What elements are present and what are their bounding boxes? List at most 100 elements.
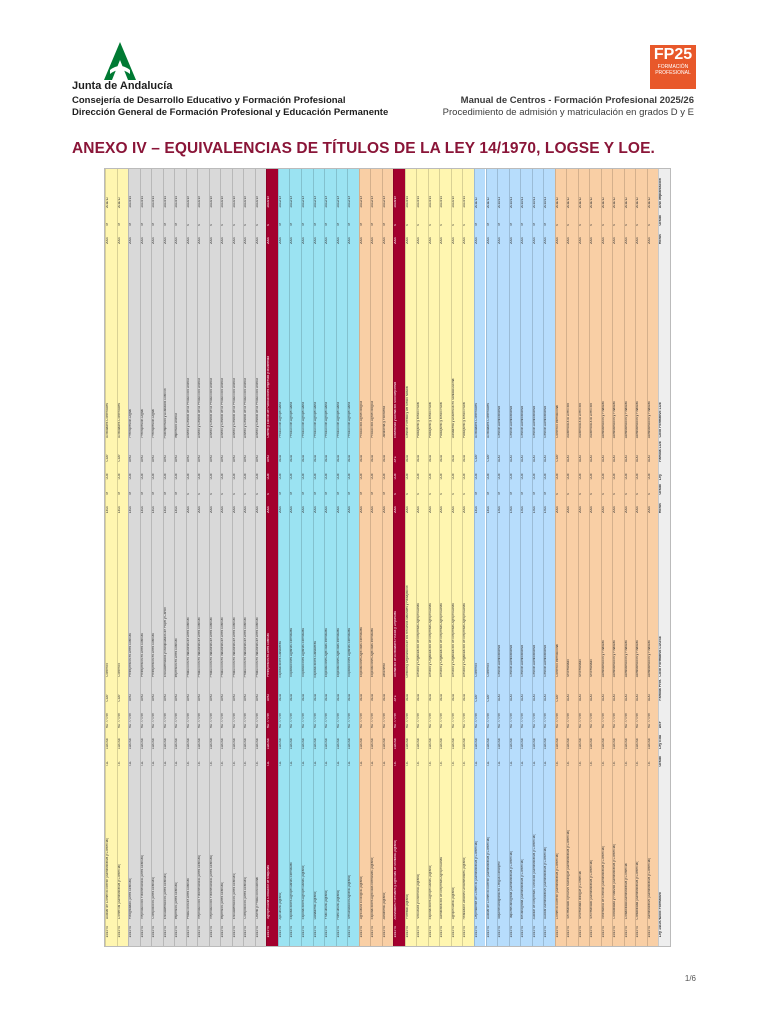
- table-cell: COM: [486, 454, 490, 462]
- table-row: 14/1970 Impresión (Artes Gráficas) T.A. LOG…: [174, 169, 186, 946]
- table-cell: Administración y Finanzas: [624, 639, 628, 678]
- table-cell: T.E.: [209, 761, 213, 767]
- table-cell: Gestión Forestal y del Medio Natural: [405, 386, 409, 438]
- table-cell: ADG: [509, 694, 513, 701]
- table-cell: S: [578, 223, 582, 226]
- table-cell: T.E.: [232, 761, 236, 767]
- table-cell: T.E.: [440, 761, 444, 767]
- table-cell: 2000: [440, 505, 444, 513]
- table-cell: Producción Agropecuaria: [325, 402, 329, 438]
- table-cell: ARG: [140, 694, 144, 701]
- table-cell: ADG: [647, 694, 651, 701]
- table-cell: S: [463, 223, 467, 226]
- table-cell: 2000: [371, 505, 375, 513]
- table-cell: Producción en Industrias de Artes Gráfic…: [232, 616, 236, 678]
- table-cell: 2012/13: [336, 196, 340, 208]
- table-cell: 2000: [451, 236, 455, 244]
- table-cell: M: [152, 223, 156, 226]
- row-divider: [497, 169, 499, 946]
- table-cell: 2000: [198, 505, 202, 513]
- table-cell: RD 777/98: [140, 712, 144, 728]
- column-header: DEF: [659, 720, 663, 728]
- table-cell: RD 777/98: [371, 712, 375, 728]
- table-cell: 2012/13: [348, 196, 352, 208]
- table-cell: AGA: [405, 455, 409, 462]
- table-cell: ARG: [209, 454, 213, 462]
- table-cell: 2000: [647, 236, 651, 244]
- table-cell: 14/1970: [267, 925, 271, 938]
- table-cell: 2000: [463, 505, 467, 513]
- table-cell: LOGSE: [117, 737, 121, 749]
- table-cell: Administración y Finanzas: [624, 400, 628, 438]
- table-cell: 2011/12: [613, 196, 617, 208]
- table-cell: T.E.: [255, 761, 259, 767]
- table-cell: 2000: [267, 505, 271, 513]
- table-cell: AGA: [451, 694, 455, 701]
- table-cell: 2000: [278, 505, 282, 513]
- table-cell: RD 777/98: [555, 712, 559, 728]
- table-cell: T.A.: [140, 761, 144, 767]
- table-cell: S: [601, 492, 605, 495]
- table-cell: LOE: [636, 473, 640, 480]
- table-cell: Gestión y Organización de los Recursos N…: [405, 584, 409, 678]
- table-cell: Administración y Finanzas: [647, 400, 651, 438]
- table-cell: ADG: [521, 454, 525, 462]
- table-cell: Explotaciones Ganaderas: [313, 640, 317, 678]
- table-cell: 2013/14: [163, 196, 167, 208]
- table-cell: Producción en Industrias de Artes Gráfic…: [244, 616, 248, 678]
- row-divider: [220, 169, 222, 946]
- table-cell: T.E.: [221, 761, 225, 767]
- table-cell: ADG: [544, 454, 548, 462]
- table-cell: 2000: [647, 505, 651, 513]
- table-cell: 2000: [613, 505, 617, 513]
- table-cell: LOE: [140, 473, 144, 480]
- table-cell: AGA: [302, 694, 306, 701]
- table-cell: ADG: [498, 454, 502, 462]
- fp25-logo: FP25 FORMACIÓN PROFESIONAL: [650, 45, 696, 89]
- table-cell: Administración y Finanzas: [601, 639, 605, 678]
- table-cell: M: [117, 223, 121, 226]
- table-cell: RD 777/98: [405, 712, 409, 728]
- table-cell: Preimpresión Digital: [152, 409, 156, 438]
- table-cell: Comercio: [486, 663, 490, 678]
- table-cell: Jardinería: [382, 662, 386, 678]
- table-cell: LOGSE: [371, 737, 375, 749]
- table-cell: LOE: [278, 473, 282, 480]
- row-divider: [266, 169, 268, 946]
- table-cell: COM: [117, 454, 121, 462]
- table-cell: LOE: [474, 473, 478, 480]
- table-cell: 2000: [555, 505, 559, 513]
- table-row: 14/1970 Informática de Gestión (Administr…: [600, 169, 613, 946]
- table-cell: M: [163, 223, 167, 226]
- table-cell: AGA: [336, 455, 340, 462]
- table-cell: AGA: [382, 694, 386, 701]
- table-cell: Administración y Finanzas: [613, 639, 617, 678]
- table-cell: RD 777/98: [601, 712, 605, 728]
- table-cell: 2011/12: [636, 196, 640, 208]
- table-cell: Explotaciones Agrícolas Intensivas (Agra…: [371, 856, 375, 920]
- table-cell: LOE: [152, 473, 156, 480]
- table-cell: LOGSE: [521, 737, 525, 749]
- page-header: Junta de Andalucía Consejería de Desarro…: [0, 0, 768, 130]
- table-cell: S: [209, 492, 213, 495]
- table-cell: 2011/12: [486, 196, 490, 208]
- table-cell: T.A.: [106, 761, 109, 767]
- table-cell: Gestión Administrativa: [544, 645, 548, 678]
- table-cell: 2000: [140, 236, 144, 244]
- table-cell: 2000: [221, 505, 225, 513]
- table-cell: 1400: [117, 505, 121, 513]
- table-cell: LOGSE: [359, 737, 363, 749]
- row-divider: [347, 169, 349, 946]
- table-cell: T.A.: [152, 761, 156, 767]
- table-cell: 14/1970: [117, 925, 121, 938]
- table-cell: 14/1970: [359, 925, 363, 938]
- table-cell: LOGSE: [175, 737, 179, 749]
- table-cell: 14/1970: [163, 925, 167, 938]
- table-cell: S: [394, 492, 398, 495]
- table-row: 14/1970 Administrativo (Administrativa y …: [646, 169, 659, 946]
- table-cell: LOGSE: [578, 737, 582, 749]
- row-divider: [427, 169, 429, 946]
- table-cell: AGA: [348, 455, 352, 462]
- table-cell: LOE: [567, 473, 571, 480]
- table-cell: S: [405, 492, 409, 495]
